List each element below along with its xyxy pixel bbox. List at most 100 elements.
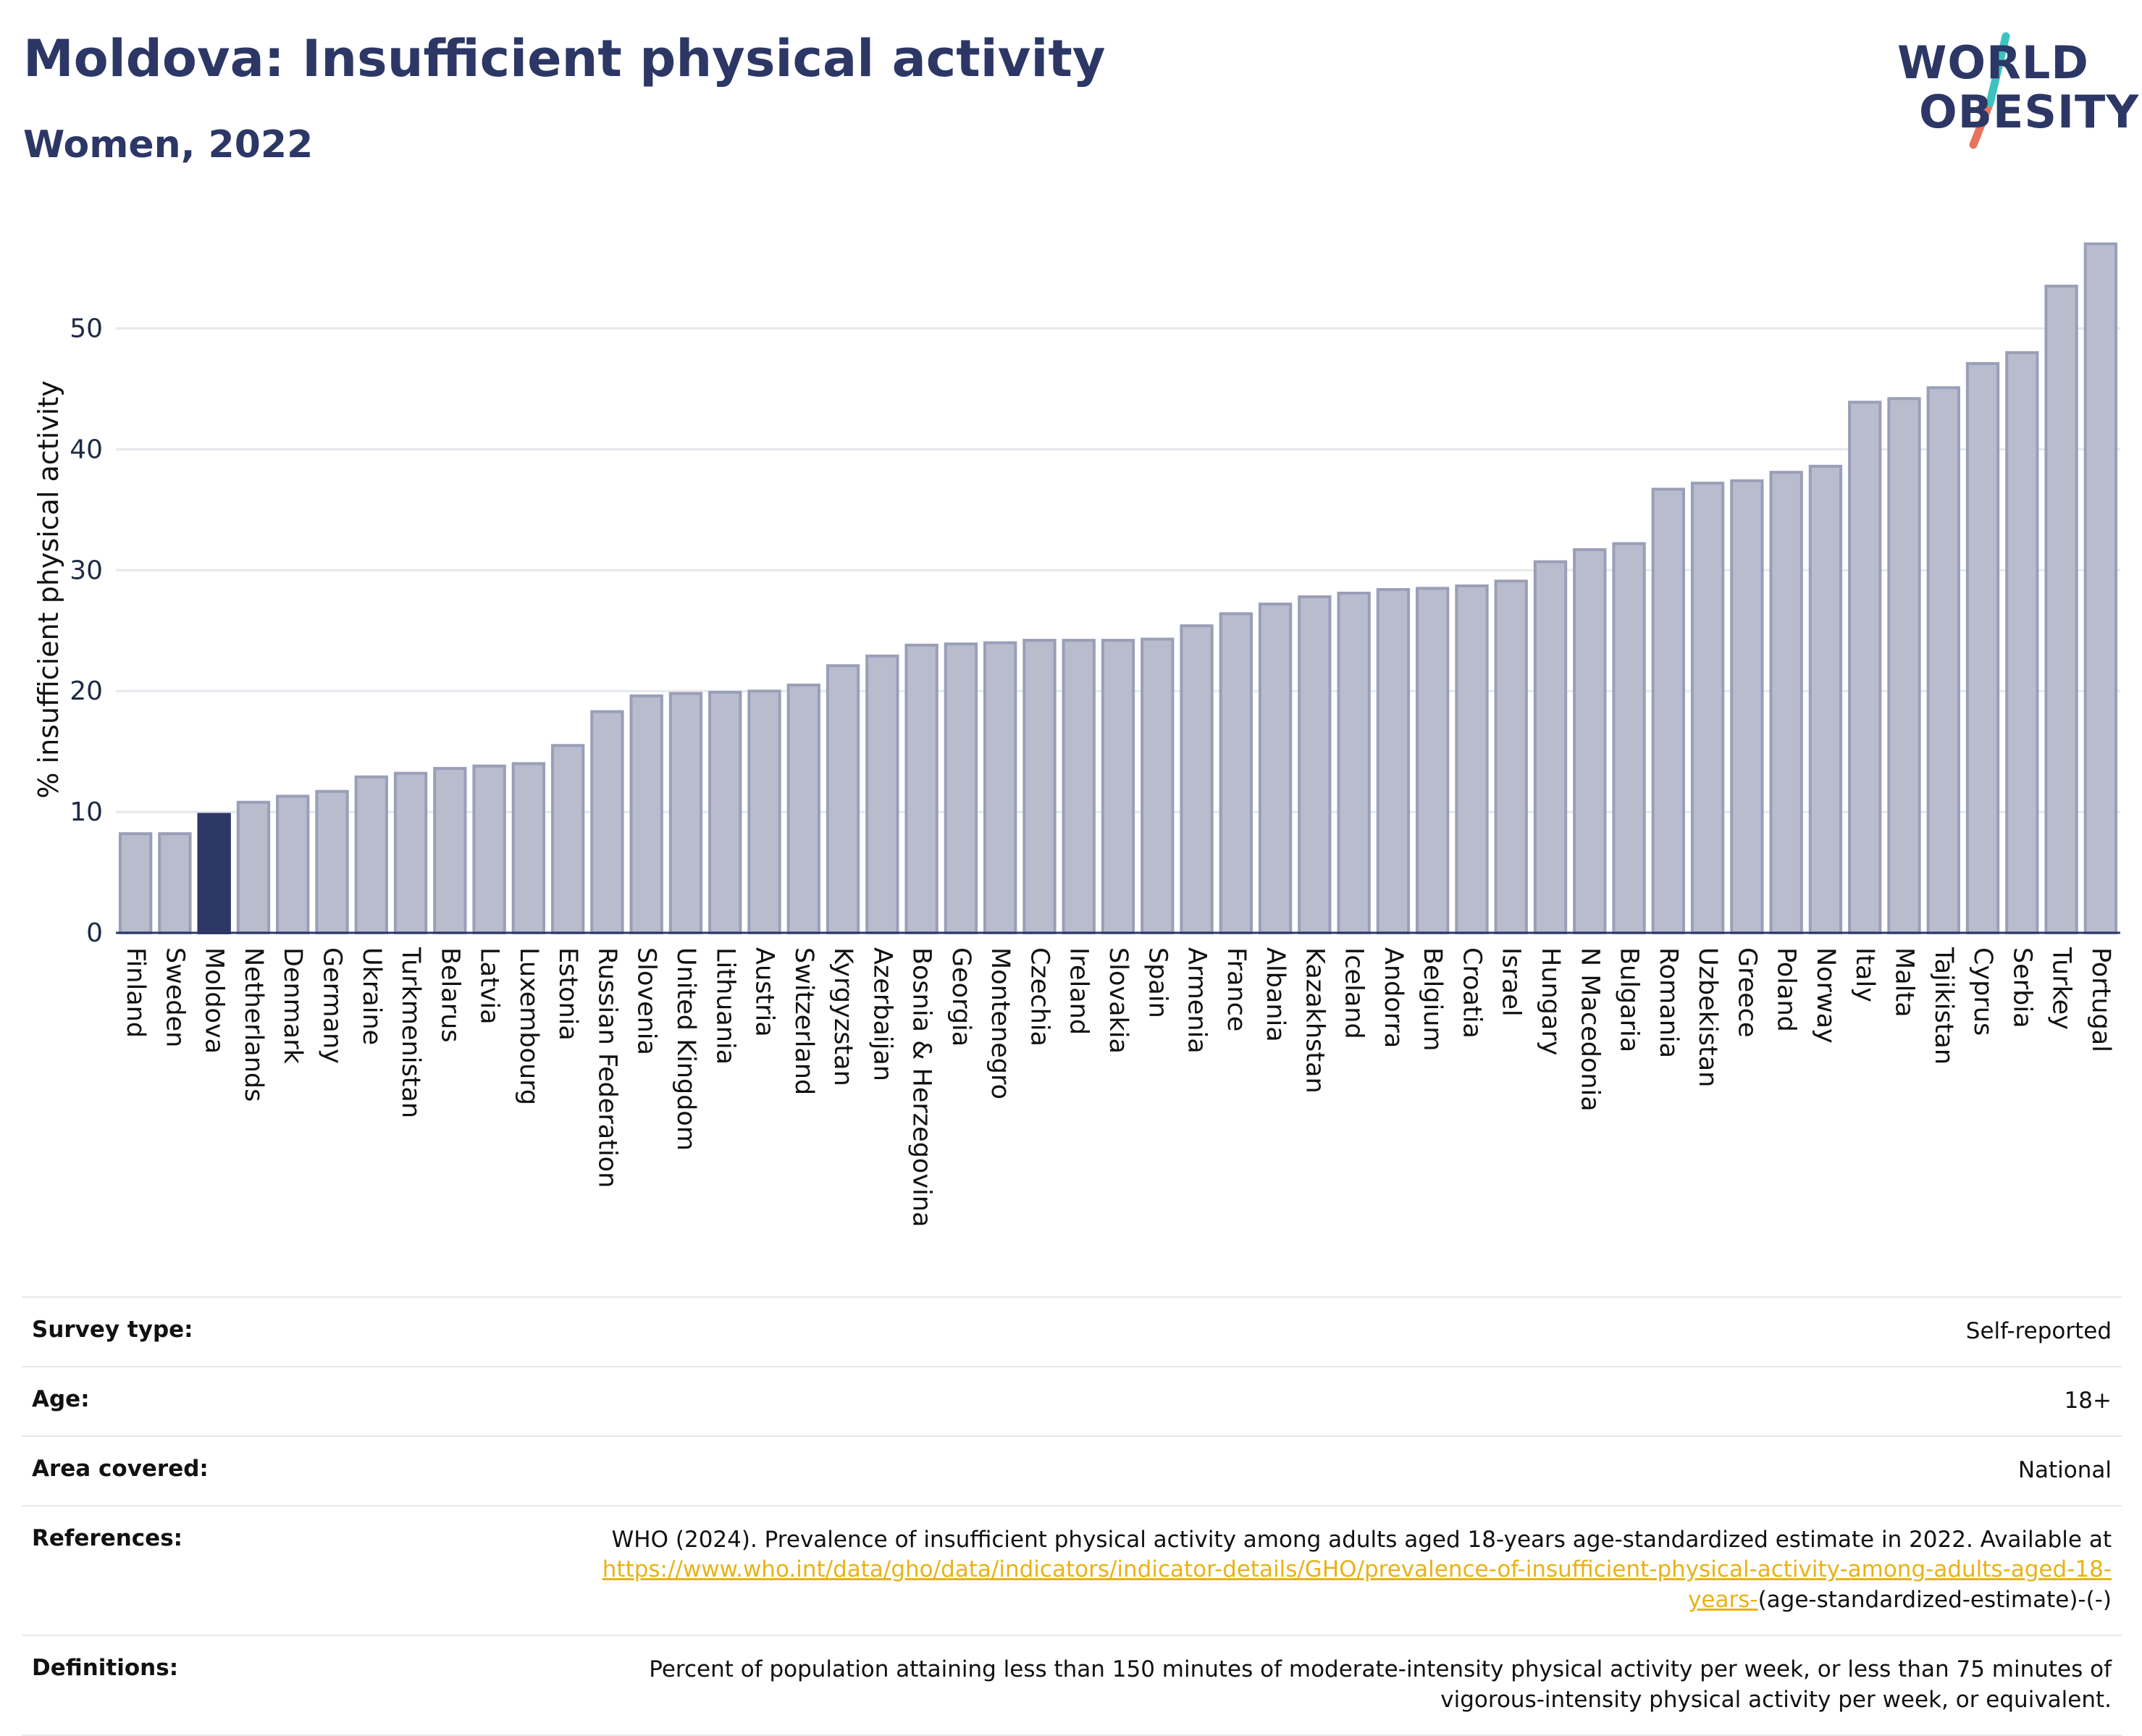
x-tick-label: Kazakhstan bbox=[1300, 947, 1329, 1094]
references-text: WHO (2024). Prevalence of insufficient p… bbox=[611, 1526, 2112, 1553]
logo-line-obesity: OBESITY bbox=[1919, 85, 2140, 138]
references-value: WHO (2024). Prevalence of insufficient p… bbox=[549, 1504, 2122, 1636]
bar-estonia bbox=[550, 744, 585, 935]
definitions-label: Definitions: bbox=[22, 1635, 549, 1736]
x-tick-label: United Kingdom bbox=[671, 947, 700, 1151]
bar-spain bbox=[1141, 637, 1175, 935]
x-tick-label: Norway bbox=[1811, 947, 1840, 1044]
x-tick-label: Romania bbox=[1654, 947, 1683, 1058]
x-tick-label: Turkey bbox=[2047, 947, 2076, 1030]
definitions-value: Percent of population attaining less tha… bbox=[549, 1635, 2122, 1736]
y-tick-label: 30 bbox=[70, 555, 103, 585]
x-tick-label: Czechia bbox=[1025, 947, 1054, 1047]
bar-armenia bbox=[1180, 624, 1214, 934]
x-tick-label: Russian Federation bbox=[592, 947, 621, 1188]
x-tick-label: Italy bbox=[1850, 947, 1879, 1002]
references-suffix: (age-standardized-estimate)-(-) bbox=[1757, 1587, 2112, 1614]
bar-israel bbox=[1494, 579, 1528, 935]
x-tick-label: Spain bbox=[1143, 947, 1172, 1018]
bar-italy bbox=[1848, 401, 1882, 934]
bar-azerbaijan bbox=[865, 654, 899, 934]
y-axis-label: % insufficient physical activity bbox=[33, 380, 64, 798]
bar-n-macedonia bbox=[1573, 548, 1607, 934]
y-tick-label: 50 bbox=[70, 314, 103, 344]
x-tick-label: Belgium bbox=[1418, 947, 1447, 1052]
x-tick-label: Malta bbox=[1889, 947, 1918, 1018]
logo-line-world: WORLD bbox=[1897, 36, 2089, 89]
area-row: Area covered: National bbox=[22, 1435, 2122, 1506]
bar-cyprus bbox=[1965, 361, 2000, 934]
bar-kyrgyzstan bbox=[826, 664, 860, 934]
bar-latvia bbox=[472, 764, 506, 934]
x-tick-label: Armenia bbox=[1183, 947, 1211, 1054]
x-tick-label: Slovakia bbox=[1104, 947, 1133, 1054]
bar-switzerland bbox=[786, 683, 820, 934]
x-tick-label: Tajikistan bbox=[1929, 947, 1958, 1065]
x-tick-label: Montenegro bbox=[986, 947, 1015, 1099]
bar-russian-federation bbox=[590, 710, 624, 934]
references-link[interactable]: https://www.who.int/data/gho/data/indica… bbox=[602, 1556, 2112, 1614]
x-tick-label: Belarus bbox=[435, 947, 464, 1043]
x-tick-label: Slovenia bbox=[632, 947, 661, 1055]
x-tick-label: Luxembourg bbox=[514, 947, 543, 1105]
bar-iceland bbox=[1337, 592, 1371, 934]
x-tick-label: Austria bbox=[750, 947, 779, 1037]
x-tick-label: Albania bbox=[1261, 947, 1290, 1042]
bar-tajikistan bbox=[1926, 386, 1960, 934]
x-tick-label: Moldova bbox=[200, 947, 229, 1054]
bar-chart: 0 10 20 30 40 50 % insufficient physical activ… bbox=[33, 242, 2120, 1227]
x-tick-label: Serbia bbox=[2007, 947, 2036, 1028]
bar-slovakia bbox=[1101, 639, 1135, 934]
x-tick-label: Bosnia & Herzegovina bbox=[907, 947, 936, 1227]
bar-netherlands bbox=[236, 800, 271, 934]
bar-turkmenistan bbox=[393, 771, 428, 934]
bar-kazakhstan bbox=[1298, 595, 1332, 934]
x-tick-label: Ireland bbox=[1064, 947, 1093, 1035]
bar-montenegro bbox=[983, 641, 1017, 935]
x-tick-label: Netherlands bbox=[239, 947, 268, 1102]
x-tick-label: Lithuania bbox=[710, 947, 739, 1065]
bar-bulgaria bbox=[1612, 542, 1646, 935]
survey-type-row: Survey type: Self-reported bbox=[22, 1296, 2122, 1367]
bar-bosnia-herzegovina bbox=[904, 643, 938, 934]
bar-france bbox=[1219, 612, 1253, 935]
x-tick-label: Azerbaijan bbox=[868, 947, 896, 1081]
bar-ireland bbox=[1062, 639, 1096, 934]
references-label: References: bbox=[22, 1504, 549, 1636]
bar-turkey bbox=[2044, 285, 2078, 934]
bar-malta bbox=[1887, 397, 1921, 934]
x-tick-label: Sweden bbox=[160, 947, 189, 1047]
bar-serbia bbox=[2005, 351, 2039, 934]
x-tick-label: Uzbekistan bbox=[1693, 947, 1722, 1087]
bar-romania bbox=[1651, 487, 1686, 934]
bar-albania bbox=[1258, 603, 1293, 934]
bar-andorra bbox=[1376, 588, 1411, 934]
bar-sweden bbox=[158, 832, 192, 935]
age-label: Age: bbox=[22, 1365, 549, 1436]
x-tick-label: Estonia bbox=[553, 947, 582, 1041]
y-tick-label: 0 bbox=[86, 918, 103, 948]
x-tick-label: Andorra bbox=[1379, 947, 1408, 1048]
x-tick-label: N Macedonia bbox=[1575, 947, 1604, 1112]
x-tick-label: France bbox=[1222, 947, 1251, 1031]
definitions-row: Definitions: Percent of population attai… bbox=[22, 1635, 2122, 1736]
x-tick-label: Israel bbox=[1497, 947, 1526, 1017]
bar-germany bbox=[315, 789, 349, 934]
metadata-table: Survey type: Self-reported Age: 18+ Area… bbox=[22, 1296, 2122, 1736]
survey-type-label: Survey type: bbox=[22, 1296, 549, 1367]
x-tick-label: Poland bbox=[1772, 947, 1801, 1032]
x-tick-label: Turkmenistan bbox=[396, 947, 425, 1118]
references-row: References: WHO (2024). Prevalence of in… bbox=[22, 1504, 2122, 1636]
x-tick-label: Cyprus bbox=[1968, 947, 1997, 1036]
bar-luxembourg bbox=[511, 762, 546, 935]
bar-lithuania bbox=[708, 690, 742, 934]
x-tick-label: Portugal bbox=[2086, 947, 2115, 1052]
bar-finland bbox=[118, 832, 153, 935]
chart-subtitle: Women, 2022 bbox=[23, 123, 314, 167]
bar-hungary bbox=[1533, 560, 1568, 934]
x-tick-label: Bulgaria bbox=[1615, 947, 1644, 1052]
age-row: Age: 18+ bbox=[22, 1365, 2122, 1436]
bar-belarus bbox=[433, 767, 467, 934]
x-tick-label: Finland bbox=[121, 947, 150, 1038]
x-tick-label: Latvia bbox=[475, 947, 504, 1025]
